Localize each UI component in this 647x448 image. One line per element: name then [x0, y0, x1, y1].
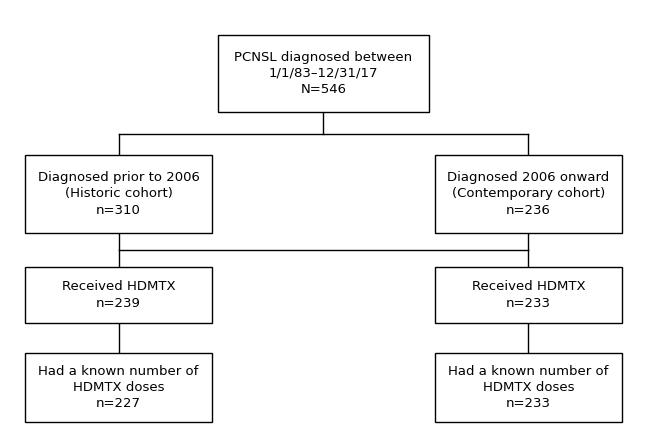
FancyBboxPatch shape	[435, 155, 622, 233]
Text: n=239: n=239	[96, 297, 141, 310]
Text: Diagnosed 2006 onward: Diagnosed 2006 onward	[447, 171, 609, 184]
Text: (Contemporary cohort): (Contemporary cohort)	[452, 187, 605, 200]
Text: Received HDMTX: Received HDMTX	[61, 280, 175, 293]
Text: HDMTX doses: HDMTX doses	[72, 381, 164, 394]
FancyBboxPatch shape	[25, 353, 212, 422]
Text: (Historic cohort): (Historic cohort)	[65, 187, 173, 200]
Text: n=227: n=227	[96, 397, 141, 410]
Text: PCNSL diagnosed between: PCNSL diagnosed between	[234, 51, 413, 64]
Text: n=233: n=233	[506, 297, 551, 310]
Text: n=233: n=233	[506, 397, 551, 410]
FancyBboxPatch shape	[218, 35, 429, 112]
FancyBboxPatch shape	[25, 267, 212, 323]
FancyBboxPatch shape	[25, 155, 212, 233]
Text: n=236: n=236	[506, 204, 551, 217]
FancyBboxPatch shape	[435, 267, 622, 323]
Text: Had a known number of: Had a known number of	[38, 365, 199, 378]
Text: N=546: N=546	[300, 83, 347, 96]
Text: Had a known number of: Had a known number of	[448, 365, 609, 378]
Text: 1/1/83–12/31/17: 1/1/83–12/31/17	[269, 67, 378, 80]
Text: Received HDMTX: Received HDMTX	[472, 280, 586, 293]
FancyBboxPatch shape	[435, 353, 622, 422]
Text: HDMTX doses: HDMTX doses	[483, 381, 575, 394]
Text: n=310: n=310	[96, 204, 141, 217]
Text: Diagnosed prior to 2006: Diagnosed prior to 2006	[38, 171, 199, 184]
